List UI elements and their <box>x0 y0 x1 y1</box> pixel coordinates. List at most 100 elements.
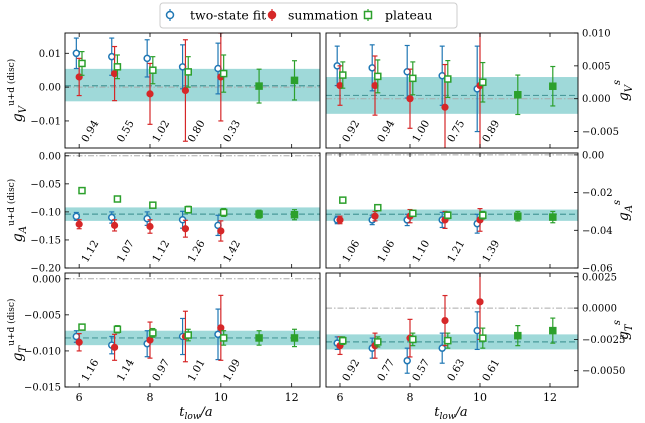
panel-A-strange: 1.06 1.06 1.10 1.21 1.39 0.00 −0.02 −0.04 −0.06 g… <box>325 150 635 275</box>
data-point <box>113 325 122 334</box>
data-point <box>438 332 446 364</box>
plateau-marker <box>479 334 487 342</box>
legend-label-1: summation <box>288 8 358 23</box>
data-point <box>290 328 299 348</box>
data-point <box>339 196 347 204</box>
chi2-label: 0.94 <box>375 118 397 145</box>
chi2-label: 1.14 <box>115 357 137 384</box>
plateau-marker <box>549 326 557 335</box>
plateau-marker <box>149 329 157 337</box>
chi2-label: 0.97 <box>150 357 172 383</box>
two-state-fit-marker <box>368 64 376 72</box>
plateau-marker <box>549 213 557 221</box>
data-point <box>110 333 119 361</box>
y-tick-label: −0.04 <box>582 226 613 237</box>
data-point <box>255 68 263 104</box>
chi2-label: 0.92 <box>340 357 362 383</box>
data-point <box>444 211 452 220</box>
data-point <box>108 211 116 224</box>
y-axis-label-symbol: g <box>10 352 26 361</box>
data-point <box>336 215 344 225</box>
data-point <box>217 220 225 242</box>
x-tick-label: 6 <box>76 391 83 404</box>
plateau-marker <box>444 211 452 219</box>
panel-plot-area <box>65 278 320 363</box>
plateau-marker <box>184 68 192 76</box>
legend-label-2: plateau <box>385 8 432 23</box>
data-point <box>113 195 122 203</box>
x-tick-label: 12 <box>285 391 299 404</box>
y-tick-label: −0.0025 <box>582 335 625 346</box>
chi2-label: 1.26 <box>186 238 208 265</box>
x-axis-label-left: tlow/a <box>179 405 212 422</box>
y-tick-label: −0.015 <box>24 383 61 394</box>
panel-A-disconnected: 1.12 1.07 1.12 1.26 1.42 0.00 −0.05 −0.10 −0.15 −… <box>6 151 321 275</box>
chi2-label: 0.57 <box>410 357 432 383</box>
y-axis-label-symbol: g <box>10 233 26 242</box>
data-point <box>75 219 83 230</box>
y-axis-label-symbol: g <box>616 212 632 221</box>
y-tick-label: 0.010 <box>582 29 611 40</box>
data-point <box>214 308 222 361</box>
legend: two-state fit summation plateau <box>159 2 458 29</box>
plateau-marker <box>290 210 299 219</box>
y-tick-label: 0.000 <box>32 274 61 285</box>
summation-marker <box>476 298 484 306</box>
y-tick-label: −0.05 <box>30 179 61 190</box>
panel-frame <box>64 32 321 149</box>
chi2-label: 0.89 <box>480 118 502 144</box>
y-tick-label: 0.01 <box>39 49 61 60</box>
two-state-fit-marker <box>143 54 151 63</box>
data-point <box>374 203 382 212</box>
data-point <box>514 74 522 116</box>
data-point <box>409 61 417 96</box>
chi2-label: 1.07 <box>115 238 137 264</box>
y-tick-label: −0.005 <box>24 310 61 321</box>
two-state-fit-marker <box>403 356 411 365</box>
data-point <box>444 332 452 349</box>
plateau-marker <box>149 201 157 209</box>
y-axis-label: gVu+d (disc) <box>6 59 29 122</box>
chi2-label: 1.00 <box>410 118 432 144</box>
summation-marker <box>181 86 190 95</box>
data-point <box>75 333 83 352</box>
data-point <box>78 186 86 195</box>
chi2-label: 1.06 <box>340 238 362 265</box>
plateau-marker <box>339 71 347 79</box>
summation-marker <box>110 221 119 229</box>
y-axis-label: gTu+d (disc) <box>6 299 29 362</box>
two-state-fit-marker <box>473 326 481 335</box>
data-point <box>214 42 222 95</box>
y-axis-label-superscript: u+d (disc) <box>6 299 17 346</box>
plateau-marker <box>374 338 382 346</box>
x-tick-label: 8 <box>407 391 414 404</box>
plateau-marker <box>149 66 157 74</box>
x-tick-label: 12 <box>543 391 557 404</box>
panel-plot-area <box>65 155 320 242</box>
chi2-label: 0.75 <box>445 118 467 144</box>
data-point <box>217 294 225 361</box>
panel-plot-area <box>65 33 320 142</box>
panel-plot-area <box>326 33 578 148</box>
x-axis-label-main: t <box>434 405 440 420</box>
plateau-marker <box>339 336 347 345</box>
y-tick-label: 0.00 <box>39 83 61 94</box>
two-state-fit-marker <box>438 344 446 352</box>
summation-marker <box>217 324 225 332</box>
summation-marker <box>371 81 379 90</box>
y-axis-label: gTs <box>612 320 635 340</box>
data-point <box>184 205 192 214</box>
plateau-marker <box>290 334 299 342</box>
data-point <box>368 44 376 92</box>
plateau-marker <box>78 323 86 331</box>
chi2-label: 0.55 <box>115 118 137 144</box>
data-point <box>78 51 86 76</box>
data-point <box>146 219 154 234</box>
data-point <box>403 347 411 374</box>
data-point <box>255 330 263 346</box>
data-point <box>514 210 522 222</box>
y-axis-label-subscript: T <box>18 344 29 352</box>
summation-marker <box>146 336 154 344</box>
